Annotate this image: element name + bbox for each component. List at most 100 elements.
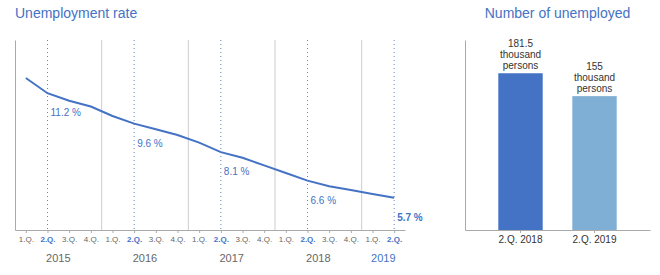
x-tick: 4.Q. xyxy=(344,230,359,244)
y-axis-line xyxy=(465,41,466,231)
x-tick-mark xyxy=(113,230,114,233)
x-tick: 1.Q. xyxy=(192,230,207,244)
x-tick-label: 3.Q. xyxy=(322,235,337,244)
marker-line xyxy=(394,40,395,230)
x-tick-mark xyxy=(373,230,374,233)
x-tick-label: 2.Q. xyxy=(127,235,142,244)
year-separator xyxy=(101,40,102,230)
y-axis xyxy=(15,41,16,231)
year-label: 2016 xyxy=(133,252,157,264)
x-tick-mark xyxy=(199,230,200,233)
x-tick-label: 1.Q. xyxy=(105,235,120,244)
x-tick-mark xyxy=(394,230,395,233)
x-tick-label: 3.Q. xyxy=(62,235,77,244)
x-axis-line xyxy=(466,230,651,231)
chart-title: Unemployment rate xyxy=(15,5,137,21)
plot-area xyxy=(498,73,616,230)
x-tick-label: 4.Q. xyxy=(84,235,99,244)
x-tick-mark xyxy=(286,230,287,233)
x-tick: 1.Q. xyxy=(19,230,34,244)
chart-title: Number of unemployed xyxy=(485,5,631,21)
annotation: 5.7 % xyxy=(397,212,423,223)
x-tick-label: 1.Q. xyxy=(192,235,207,244)
y-axis xyxy=(465,41,466,231)
data-label-line: 155 xyxy=(586,61,603,72)
annotation: 6.6 % xyxy=(311,195,337,206)
x-tick: 2.Q. xyxy=(387,230,402,244)
chart-svg: 1.Q. 2.Q. 3.Q. 4.Q. 1.Q. 2.Q. 3.Q. 4.Q. 1.Q. 2.Q.… xyxy=(0,0,660,275)
x-tick-mark xyxy=(308,230,309,233)
x-tick-mark xyxy=(329,230,330,233)
x-tick: 2.Q. xyxy=(214,230,229,244)
data-label-line: thousand xyxy=(574,72,615,83)
year-label: 2015 xyxy=(46,252,70,264)
x-tick: 2.Q. xyxy=(40,230,55,244)
x-tick: 4.Q. xyxy=(257,230,272,244)
year-separator xyxy=(361,40,362,230)
data-label-line: persons xyxy=(503,60,539,71)
x-tick-mark xyxy=(178,230,179,233)
marker-line xyxy=(134,40,135,230)
x-tick: 2.Q. xyxy=(300,230,315,244)
x-tick-label: 4.Q. xyxy=(344,235,359,244)
x-tick-label: 1.Q. xyxy=(19,235,34,244)
line-chart: 1.Q. 2.Q. 3.Q. 4.Q. 1.Q. 2.Q. 3.Q. 4.Q. 1.Q. 2.Q.… xyxy=(15,5,423,264)
year-label: 2018 xyxy=(306,252,330,264)
data-label-line: persons xyxy=(577,83,613,94)
year-label: 2017 xyxy=(219,252,243,264)
x-tick: 3.Q. xyxy=(149,230,164,244)
x-tick: 3.Q. xyxy=(235,230,250,244)
plot-area xyxy=(26,40,394,230)
x-tick-label: 2.Q. 2019 xyxy=(573,234,617,245)
x-tick: 1.Q. xyxy=(279,230,294,244)
x-tick-label: 1.Q. xyxy=(279,235,294,244)
x-tick-mark xyxy=(26,230,27,233)
x-tick-mark xyxy=(69,230,70,233)
x-axis-line xyxy=(16,230,406,231)
y-axis-line xyxy=(15,41,16,231)
annotation: 8.1 % xyxy=(224,166,250,177)
x-tick: 1.Q. xyxy=(365,230,380,244)
x-tick-mark xyxy=(221,230,222,233)
x-tick: 2.Q. 2018 xyxy=(499,230,543,245)
data-label-line: thousand xyxy=(500,49,541,60)
x-tick-label: 3.Q. xyxy=(235,235,250,244)
bar-chart: 181.5thousandpersons155thousandpersons2.… xyxy=(466,5,651,245)
bar xyxy=(572,96,616,230)
year-separator xyxy=(188,40,189,230)
x-tick-label: 2.Q. xyxy=(300,235,315,244)
annotation: 9.6 % xyxy=(137,138,163,149)
data-label: 181.5thousandpersons xyxy=(500,38,541,71)
x-tick-mark xyxy=(264,230,265,233)
x-tick: 3.Q. xyxy=(62,230,77,244)
year-separator xyxy=(275,40,276,230)
x-tick-mark xyxy=(520,230,521,233)
x-tick-label: 2.Q. xyxy=(40,235,55,244)
data-label-line: 181.5 xyxy=(508,38,533,49)
marker-line xyxy=(47,40,48,230)
x-tick-label: 1.Q. xyxy=(365,235,380,244)
x-axis: 2.Q. 2018 2.Q. 2019 xyxy=(466,230,651,245)
x-tick: 2.Q. xyxy=(127,230,142,244)
x-tick: 2.Q. 2019 xyxy=(573,230,617,245)
x-axis: 1.Q. 2.Q. 3.Q. 4.Q. 1.Q. 2.Q. 3.Q. 4.Q. 1.Q. 2.Q.… xyxy=(16,230,406,244)
marker-line xyxy=(307,40,308,230)
x-tick-label: 4.Q. xyxy=(257,235,272,244)
x-tick-mark xyxy=(91,230,92,233)
data-label: 155thousandpersons xyxy=(574,61,615,94)
x-tick: 4.Q. xyxy=(84,230,99,244)
bar xyxy=(498,73,542,230)
x-tick: 3.Q. xyxy=(322,230,337,244)
x-tick-label: 2.Q. xyxy=(387,235,402,244)
x-tick-label: 4.Q. xyxy=(170,235,185,244)
x-tick: 4.Q. xyxy=(170,230,185,244)
x-tick: 1.Q. xyxy=(105,230,120,244)
x-tick-label: 2.Q. xyxy=(214,235,229,244)
year-label: 2019 xyxy=(371,252,395,264)
data-line xyxy=(26,78,394,198)
x-tick-label: 2.Q. 2018 xyxy=(499,234,543,245)
x-tick-mark xyxy=(48,230,49,233)
x-tick-mark xyxy=(351,230,352,233)
x-tick-label: 3.Q. xyxy=(149,235,164,244)
x-tick-mark xyxy=(134,230,135,233)
